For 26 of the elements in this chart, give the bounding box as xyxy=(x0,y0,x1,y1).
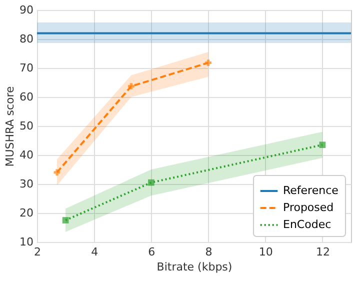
x-tick-label: 6 xyxy=(148,246,156,258)
point xyxy=(54,169,60,176)
point xyxy=(128,83,134,90)
legend-label: Proposed xyxy=(283,201,334,214)
y-axis-title: MUSHRA score xyxy=(4,86,17,167)
point xyxy=(148,179,154,186)
point xyxy=(62,217,69,224)
legend-label: Reference xyxy=(283,184,339,197)
y-tick-label: 90 xyxy=(20,4,34,16)
y-tick-label: 40 xyxy=(20,148,34,162)
y-tick-label: 20 xyxy=(20,206,34,220)
x-tick-label: 4 xyxy=(91,246,98,258)
point xyxy=(319,142,326,148)
y-tick-label: 80 xyxy=(20,32,34,46)
y-tick-label: 70 xyxy=(20,62,34,74)
x-axis-title: Bitrate (kbps) xyxy=(156,260,232,274)
x-tick-label: 2 xyxy=(34,246,41,258)
x-tick-label: 8 xyxy=(205,246,212,258)
y-tick-label: 30 xyxy=(20,178,34,190)
x-tick-label: 10 xyxy=(258,246,273,258)
point xyxy=(205,60,212,66)
y-tick-label: 60 xyxy=(20,90,34,104)
y-tick-label: 10 xyxy=(20,236,34,248)
x-tick-label: 12 xyxy=(316,246,330,258)
legend-label: EnCodec xyxy=(283,218,332,231)
y-tick-label: 50 xyxy=(20,120,34,132)
